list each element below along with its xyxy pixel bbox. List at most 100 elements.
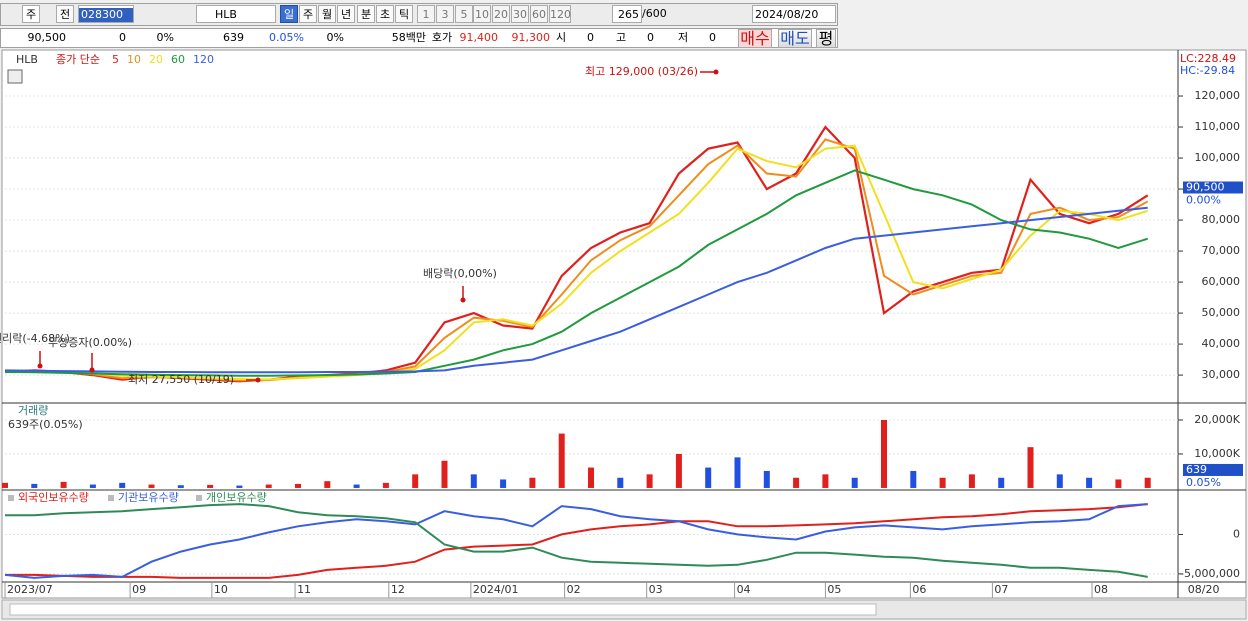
volume-bar [646, 474, 653, 488]
volume-bar [1027, 447, 1034, 488]
volume-bar [558, 433, 565, 488]
period-button: 초 [376, 5, 394, 23]
x-tick-label: 03 [649, 583, 663, 596]
x-tick-label: 2024/01 [473, 583, 519, 596]
volume-bar [705, 467, 712, 488]
legend-entry: 10 [127, 53, 141, 66]
volume-bar [324, 481, 331, 488]
lc-label: LC:228.49 [1180, 52, 1236, 65]
x-tick-label: 12 [391, 583, 405, 596]
quote-volume: 639 [223, 31, 244, 44]
volume-bar [1144, 477, 1151, 488]
interval-button: 1 [417, 5, 435, 23]
x-tick-label: 10 [214, 583, 228, 596]
volume-bar [265, 484, 272, 488]
sell-button[interactable]: 매도 [778, 29, 812, 48]
x-tick-label: 08/20 [1188, 583, 1220, 596]
period-button: 분 [357, 5, 375, 23]
quote-bid-ask-label: 호가 [431, 31, 453, 44]
grid-icon[interactable] [7, 69, 23, 84]
y-tick-label: 40,000 [1202, 337, 1241, 350]
volume-bar [1115, 479, 1122, 488]
volume-bar [470, 474, 477, 488]
legend-swatch [108, 495, 114, 501]
x-tick-label: 04 [737, 583, 751, 596]
prev-button: 전 [56, 5, 74, 23]
volume-bar [60, 481, 67, 488]
quote-high: 0 [647, 31, 654, 44]
volume-bar [881, 419, 887, 488]
volume-bar [236, 485, 243, 488]
y-tick-label: -5,000,000 [1180, 567, 1240, 580]
current-change-label: 0.05% [1186, 476, 1221, 489]
volume-bar [939, 477, 946, 488]
volume-bar [1086, 477, 1093, 488]
volume-bar [119, 482, 126, 488]
current-value-box [1183, 463, 1243, 476]
volume-bar [617, 477, 624, 488]
volume-bar [2, 482, 8, 488]
annotation: 최저 27,550 (10/19) [128, 373, 234, 386]
x-tick-label: 2023/07 [7, 583, 53, 596]
period-button: 주 [299, 5, 317, 23]
count-input: 265 [612, 5, 642, 23]
quote-bar [0, 28, 838, 48]
series-line [4, 169, 1149, 377]
volume-bar [529, 477, 536, 488]
market-select: 주 [22, 5, 40, 23]
quote-low-label: 저 [677, 31, 689, 44]
date-input: 2024/08/20 [752, 5, 836, 23]
scroll-track[interactable] [9, 603, 877, 616]
max-count: /600 [642, 7, 667, 20]
buy-button[interactable]: 매수 [738, 29, 772, 48]
quote-low: 0 [709, 31, 716, 44]
volume-bar [734, 457, 741, 488]
interval-button: 5 [455, 5, 473, 23]
volume-bar [851, 477, 858, 488]
current-value-label: 90,500 [1186, 181, 1225, 194]
chart-frame [1, 49, 1247, 599]
series-line [4, 206, 1148, 374]
current-change-label: 0.00% [1186, 194, 1221, 207]
y-tick-label: 110,000 [1195, 120, 1241, 133]
volume-bar [31, 483, 38, 488]
legend-entry: 기관보유수량 [118, 491, 179, 504]
volume-bar [998, 477, 1005, 488]
volume-bar [441, 460, 448, 488]
x-tick-label: 05 [827, 583, 841, 596]
volume-bar [412, 474, 419, 488]
interval-button: 120 [549, 5, 571, 23]
name-input: HLB [196, 5, 276, 23]
y-tick-label: 20,000K [1194, 413, 1240, 426]
volume-bar [500, 479, 507, 488]
chart-title: HLB [16, 53, 38, 66]
period-button: 월 [318, 5, 336, 23]
chart-subtitle: 종가 단순 [56, 53, 100, 66]
series-line [5, 503, 1148, 579]
x-tick-label: 09 [132, 583, 146, 596]
quote-ask: 91,400 [459, 31, 499, 44]
quote-open: 0 [587, 31, 594, 44]
y-tick-label: 30,000 [1202, 368, 1241, 381]
volume-bar [382, 482, 389, 488]
x-tick-label: 08 [1094, 583, 1108, 596]
avg-button[interactable]: 평 [816, 29, 836, 48]
quote-rate2: 0% [326, 31, 344, 44]
quote-bid: 91,300 [511, 31, 551, 44]
legend-entry: 개인보유수량 [206, 491, 267, 504]
x-tick-label: 02 [567, 583, 581, 596]
legend-entry: 5 [112, 53, 119, 66]
arrow-head [89, 367, 95, 373]
volume-bar [295, 483, 301, 488]
annotation: 최고 129,000 (03/26) [585, 65, 698, 78]
quote-volume-rate: 0.05% [269, 31, 304, 44]
arrow-head [255, 377, 261, 383]
interval-button: 20 [492, 5, 510, 23]
y-tick-label: 50,000 [1202, 306, 1241, 319]
x-tick-label: 06 [912, 583, 926, 596]
legend-entry: 120 [193, 53, 214, 66]
volume-bar [207, 484, 214, 488]
period-button: 틱 [395, 5, 413, 23]
current-value-box [1183, 181, 1243, 194]
